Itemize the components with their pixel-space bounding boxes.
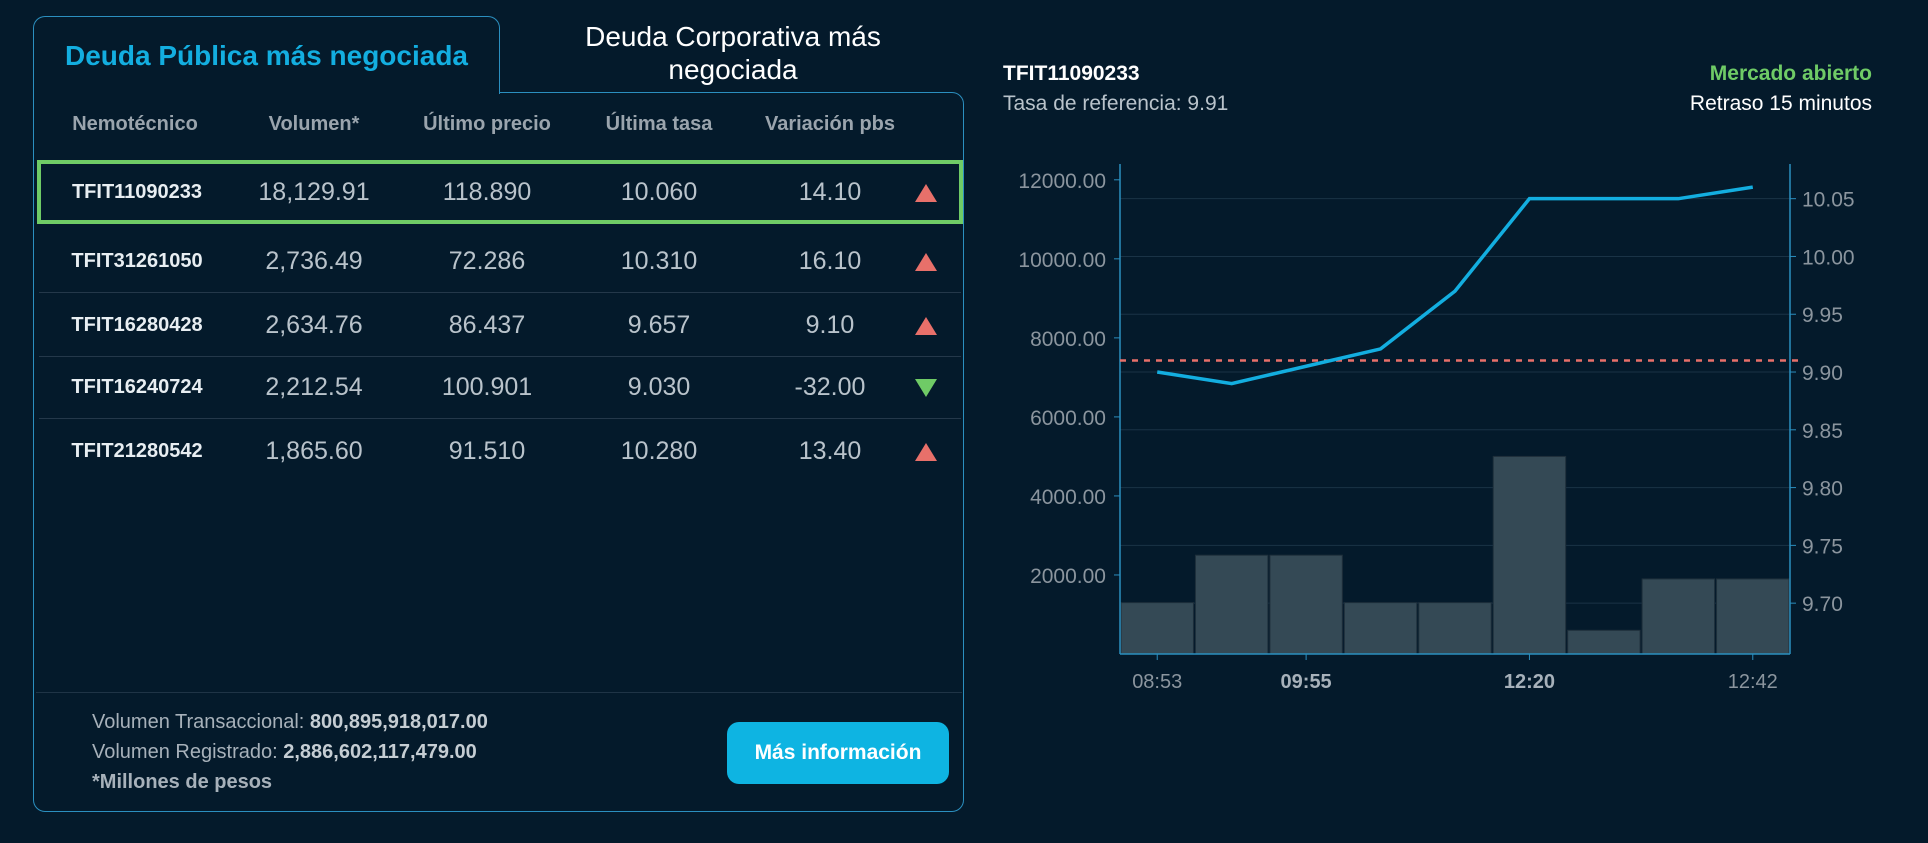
row-rate: 9.657	[627, 311, 691, 339]
table-row[interactable]: TFIT31261050 2,736.49 72.286 10.310 16.10	[37, 229, 963, 293]
left-tick-label: 10000.00	[1018, 249, 1106, 272]
volume-bar	[1641, 578, 1716, 655]
chart-title: TFIT11090233	[1003, 62, 1140, 85]
row-id: TFIT31261050	[71, 250, 203, 272]
volume-bar	[1567, 629, 1641, 655]
arrow-up-icon	[915, 317, 937, 335]
footer-divider	[36, 692, 962, 693]
x-tick-label: 12:20	[1504, 671, 1555, 693]
volume-bar	[1194, 554, 1269, 655]
row-variation: 14.10	[798, 178, 862, 206]
row-price: 72.286	[448, 247, 526, 275]
arrow-down-icon	[915, 379, 937, 397]
left-tick-label: 6000.00	[1030, 407, 1106, 430]
units-note: *Millones de pesos	[92, 771, 273, 793]
row-volume: 18,129.91	[258, 178, 370, 206]
row-rate: 9.030	[627, 373, 691, 401]
right-tick-label: 10.00	[1802, 246, 1855, 269]
volumen-registrado: Volumen Registrado: 2,886,602,117,479.00	[92, 741, 477, 763]
right-tick-label: 9.95	[1802, 304, 1843, 327]
table-row[interactable]: TFIT11090233 18,129.91 118.890 10.060 14.10	[37, 160, 963, 224]
table-row[interactable]: TFIT16240724 2,212.54 100.901 9.030 -32.00	[37, 355, 963, 419]
volumen-transaccional: Volumen Transaccional: 800,895,918,017.0…	[92, 711, 488, 733]
row-rate: 10.310	[620, 247, 698, 275]
row-variation: 16.10	[798, 247, 862, 275]
right-tick-label: 9.70	[1802, 593, 1843, 616]
row-rate: 10.280	[620, 437, 698, 465]
row-price: 100.901	[441, 373, 533, 401]
right-tick-label: 9.80	[1802, 478, 1843, 501]
tab-deuda-publica[interactable]: Deuda Pública más negociada	[33, 16, 500, 94]
row-variation: 9.10	[805, 311, 855, 339]
row-divider	[39, 356, 961, 357]
row-variation: -32.00	[794, 373, 866, 401]
left-tick-label: 2000.00	[1030, 565, 1106, 588]
market-status: Mercado abierto	[1709, 62, 1872, 85]
volume-bar	[1418, 602, 1492, 655]
reference-rate: Tasa de referencia: 9.91	[1003, 92, 1229, 115]
x-tick-label: 09:55	[1281, 671, 1332, 693]
row-variation: 13.40	[798, 437, 862, 465]
row-price: 86.437	[448, 311, 526, 339]
row-id: TFIT11090233	[71, 181, 203, 203]
tab-deuda-corporativa[interactable]: Deuda Corporativa más negociada	[540, 20, 926, 86]
x-tick-label: 12:42	[1728, 671, 1778, 693]
left-tick-label: 12000.00	[1018, 170, 1106, 193]
table-row[interactable]: TFIT16280428 2,634.76 86.437 9.657 9.10	[37, 293, 963, 357]
row-volume: 2,212.54	[265, 373, 363, 401]
tab-label: Deuda Pública más negociada	[64, 39, 469, 71]
arrow-up-icon	[915, 443, 937, 461]
left-tick-label: 8000.00	[1030, 328, 1106, 351]
header-variacion: Variación pbs	[764, 113, 896, 135]
rate-line	[1156, 185, 1754, 386]
table-row[interactable]: TFIT21280542 1,865.60 91.510 10.280 13.40	[37, 419, 963, 483]
right-tick-label: 9.85	[1802, 420, 1843, 443]
row-price: 118.890	[442, 178, 532, 206]
volume-bar	[1120, 602, 1194, 655]
x-tick-label: 08:53	[1132, 671, 1182, 693]
row-divider	[39, 292, 961, 293]
volume-bar	[1343, 602, 1418, 655]
left-tick-label: 4000.00	[1030, 486, 1106, 509]
header-volumen: Volumen*	[268, 113, 360, 135]
header-ultima-tasa: Última tasa	[605, 113, 713, 135]
row-divider	[39, 418, 961, 419]
mas-informacion-button[interactable]: Más información	[727, 722, 949, 784]
volume-bar	[1269, 554, 1343, 655]
delay-note: Retraso 15 minutos	[1689, 92, 1872, 115]
volume-bar	[1716, 578, 1790, 655]
arrow-up-icon	[915, 253, 937, 271]
tab-joint	[34, 90, 499, 94]
row-volume: 2,736.49	[265, 247, 363, 275]
arrow-up-icon	[915, 184, 937, 202]
right-tick-label: 9.75	[1802, 535, 1843, 558]
row-id: TFIT16280428	[71, 314, 203, 336]
tab-label: Deuda Corporativa más negociada	[585, 21, 881, 85]
row-volume: 2,634.76	[265, 311, 363, 339]
header-nemotecnico: Nemotécnico	[72, 113, 198, 135]
right-tick-label: 10.05	[1802, 189, 1855, 212]
volume-bar	[1492, 455, 1567, 655]
header-ultimo-precio: Último precio	[423, 113, 551, 135]
row-price: 91.510	[448, 437, 526, 465]
right-tick-label: 9.90	[1802, 362, 1843, 385]
row-rate: 10.060	[620, 178, 698, 206]
row-id: TFIT16240724	[71, 376, 203, 398]
row-id: TFIT21280542	[71, 440, 203, 462]
row-volume: 1,865.60	[265, 437, 363, 465]
